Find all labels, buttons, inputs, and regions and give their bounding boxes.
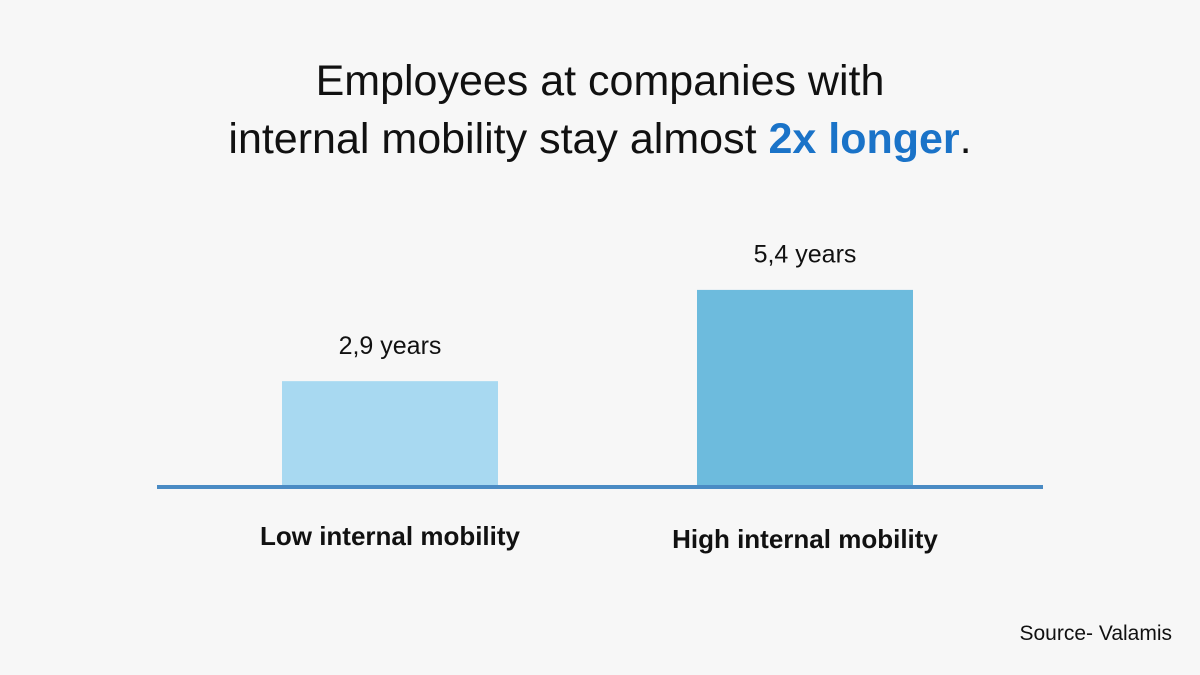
title-text: . [959,115,972,163]
value-label: 5,4 years [754,241,857,269]
x-tick-label: High internal mobility [672,524,938,554]
title-line: internal mobility stay almost 2x longer. [0,110,1200,168]
source: Source- Valamis [1019,622,1173,645]
x-tick-label: Low internal mobility [260,521,521,551]
chart-title: Employees at companies with internal mob… [0,52,1200,168]
bar [697,289,913,487]
bar [282,381,498,487]
title-highlight: 2x longer [768,115,960,163]
value-label: 2,9 years [339,332,442,360]
title-line: Employees at companies with [315,57,885,105]
title-text: internal mobility stay almost [228,115,757,163]
